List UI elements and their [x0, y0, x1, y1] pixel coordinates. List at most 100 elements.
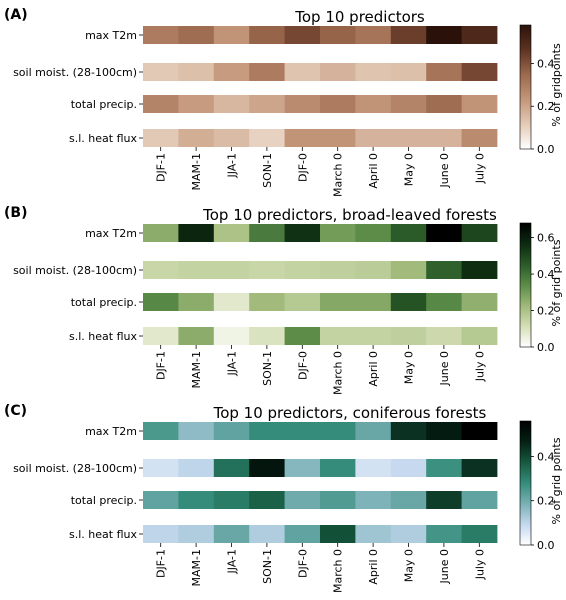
heatmap-cell: [426, 293, 462, 311]
heatmap-cell: [426, 422, 462, 440]
heatmap-cell: [249, 327, 285, 345]
row-label: total precip.: [71, 494, 137, 507]
column-label: June 0: [438, 351, 451, 386]
column-label: April 0: [367, 153, 380, 189]
panel-label: (A): [4, 7, 28, 23]
chart-title: Top 10 predictors, broad-leaved forests: [202, 206, 497, 224]
heatmap-cell: [249, 525, 285, 543]
row-label: max T2m: [85, 227, 137, 240]
colorbar-tick-label: 0.2: [537, 305, 555, 318]
heatmap-cell: [461, 261, 498, 279]
colorbar-tick-label: 0.4: [537, 450, 555, 463]
heatmap-cell: [426, 261, 462, 279]
heatmap-cell: [143, 95, 179, 113]
heatmap-cell: [355, 26, 392, 44]
row-label: soil moist. (28-100cm): [13, 66, 137, 79]
heatmap-cell: [355, 129, 392, 147]
heatmap-cell: [461, 525, 498, 543]
column-label: MAM-1: [190, 351, 203, 388]
heatmap-cell: [320, 525, 356, 543]
heatmap-cell: [390, 422, 427, 440]
column-label: DJF-0: [296, 351, 309, 380]
heatmap-cell: [178, 327, 215, 345]
heatmap-cell: [320, 491, 356, 509]
heatmap-cell: [249, 26, 285, 44]
heatmap-cell: [178, 293, 215, 311]
column-label: MAM-1: [190, 549, 203, 586]
heatmap-cell: [390, 95, 427, 113]
heatmap-cell: [320, 327, 356, 345]
heatmap-cell: [143, 129, 179, 147]
column-label: May 0: [403, 549, 416, 582]
heatmap-cell: [390, 63, 427, 81]
heatmap-cell: [284, 95, 321, 113]
heatmap-cell: [355, 63, 392, 81]
heatmap-cell: [213, 63, 250, 81]
colorbar-label: % of grid points: [550, 239, 563, 326]
heatmap-cell: [249, 261, 285, 279]
heatmap-cell: [249, 129, 285, 147]
row-label: soil moist. (28-100cm): [13, 462, 137, 475]
heatmap-cell: [143, 491, 179, 509]
heatmap-cell: [426, 26, 462, 44]
heatmap-cell: [178, 224, 215, 242]
heatmap-cell: [320, 459, 356, 477]
heatmap-cell: [390, 525, 427, 543]
heatmap-cell: [426, 95, 462, 113]
heatmap-cell: [320, 261, 356, 279]
column-label: March 0: [332, 351, 345, 395]
heatmap-cell: [355, 224, 392, 242]
heatmap-cell: [426, 129, 462, 147]
row-label: soil moist. (28-100cm): [13, 264, 137, 277]
column-label: JJA-1: [226, 549, 239, 575]
heatmap-cell: [178, 459, 215, 477]
heatmap-cell: [390, 327, 427, 345]
heatmap-cell: [284, 422, 321, 440]
heatmap-cell: [143, 422, 179, 440]
heatmap-cell: [143, 327, 179, 345]
heatmap-cell: [355, 422, 392, 440]
colorbar-tick-label: 0.4: [537, 268, 555, 281]
column-label: DJF-0: [296, 549, 309, 578]
heatmap-cell: [284, 63, 321, 81]
heatmap-cell: [213, 422, 250, 440]
heatmap-cell: [143, 224, 179, 242]
heatmap-cell: [249, 293, 285, 311]
heatmap-panel-3: (C) Top 10 predictors, coniferous forests…: [4, 403, 563, 593]
heatmap-cell: [461, 63, 498, 81]
heatmap-cell: [213, 26, 250, 44]
heatmap-cell: [390, 293, 427, 311]
heatmap-cell: [355, 525, 392, 543]
colorbar-tick-label: 0.2: [537, 100, 555, 113]
heatmap-cell: [284, 327, 321, 345]
heatmap-cell: [355, 327, 392, 345]
panel-label: (C): [4, 403, 27, 419]
heatmap-cell: [178, 491, 215, 509]
heatmap-cell: [320, 26, 356, 44]
heatmap-cell: [461, 491, 498, 509]
heatmap-cell: [213, 261, 250, 279]
colorbar-tick-label: 0.4: [537, 57, 555, 70]
heatmap-cell: [213, 129, 250, 147]
heatmap-panel-1: (A) Top 10 predictors max T2m soil moist. (…: [4, 7, 563, 197]
heatmap-cell: [320, 422, 356, 440]
heatmap-cell: [249, 491, 285, 509]
heatmap-cell: [355, 491, 392, 509]
column-label: June 0: [438, 153, 451, 188]
colorbar-tick-label: 0.6: [537, 232, 555, 245]
heatmap-cell: [213, 224, 250, 242]
row-label: s.l. heat flux: [69, 132, 137, 145]
colorbar: [519, 222, 532, 348]
row-label: total precip.: [71, 98, 137, 111]
heatmap-cell: [284, 459, 321, 477]
heatmap-cell: [213, 525, 250, 543]
panel-label: (B): [4, 205, 27, 221]
column-label: May 0: [403, 153, 416, 186]
heatmap-cell: [320, 224, 356, 242]
heatmap-cell: [249, 224, 285, 242]
heatmap-cell: [390, 261, 427, 279]
column-label: DJF-1: [155, 153, 168, 182]
row-label: s.l. heat flux: [69, 528, 137, 541]
heatmap-cell: [426, 525, 462, 543]
